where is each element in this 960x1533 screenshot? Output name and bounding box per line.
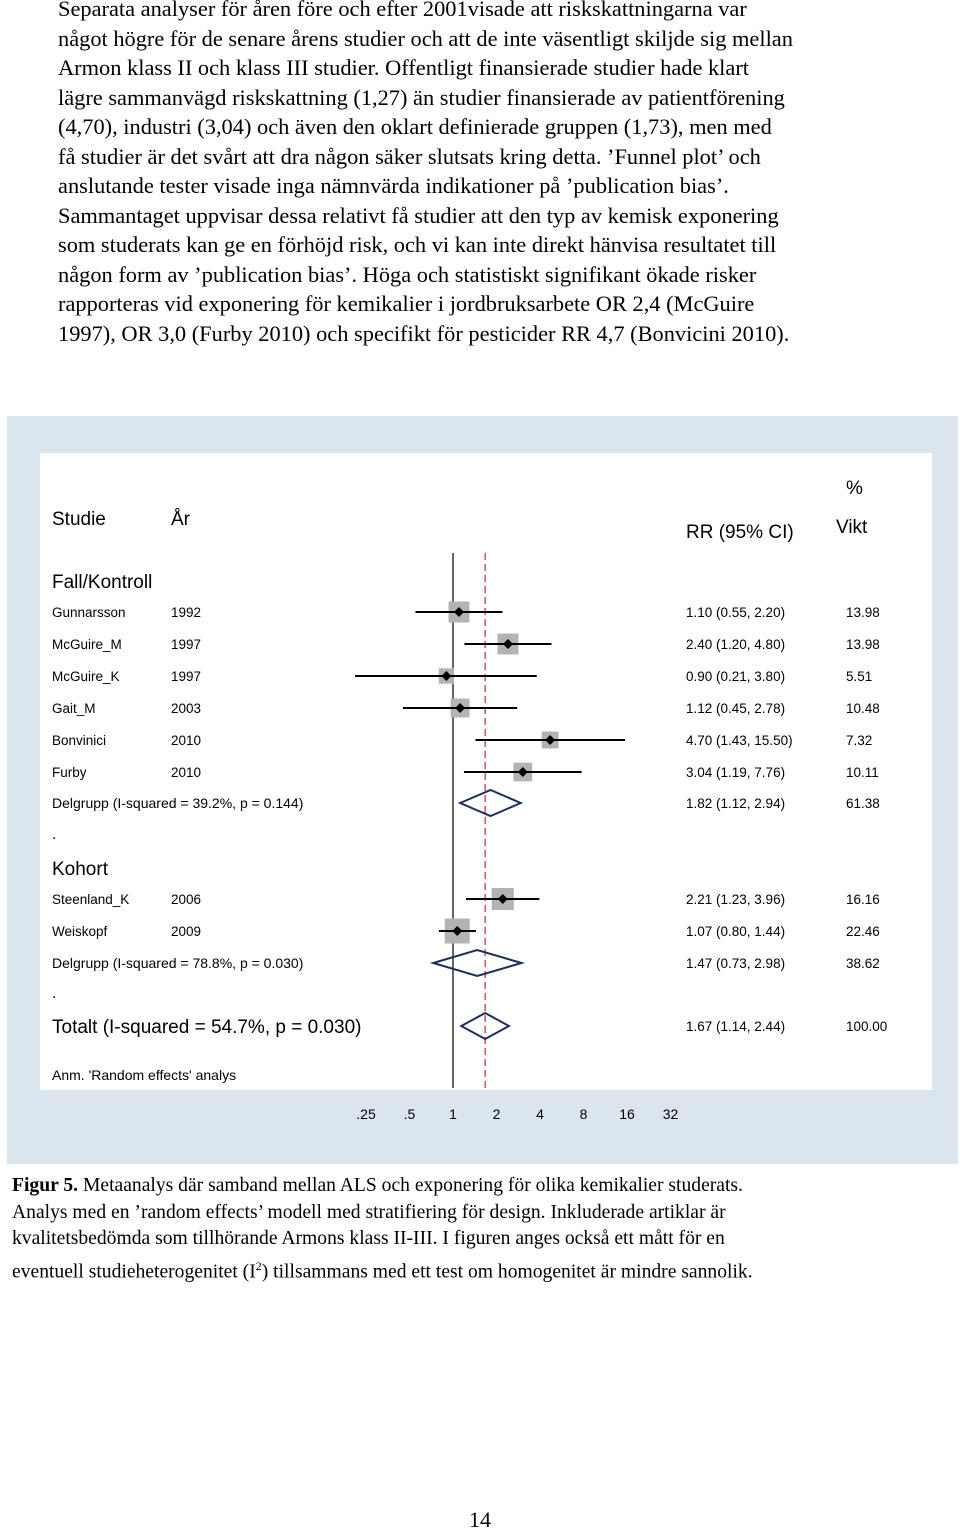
header-percent: % bbox=[846, 478, 863, 499]
study-rr-label: 4.70 (1.43, 15.50) bbox=[686, 733, 793, 748]
study-name-label: McGuire_K bbox=[52, 669, 120, 684]
body-text-line: något högre för de senare årens studier … bbox=[58, 25, 793, 51]
x-tick-label: 1 bbox=[449, 1106, 457, 1122]
study-name-label: Gunnarsson bbox=[52, 605, 126, 620]
subtotal-label: Delgrupp (I-squared = 39.2%, p = 0.144) bbox=[52, 795, 303, 811]
body-text-line: 1997), OR 3,0 (Furby 2010) och specifikt… bbox=[58, 320, 790, 346]
body-text-line: någon form av ’publication bias’. Höga o… bbox=[58, 261, 757, 287]
header-weight: Vikt bbox=[836, 517, 868, 538]
study-year-label: 2010 bbox=[171, 765, 201, 780]
study-point-estimate bbox=[455, 703, 466, 713]
total-weight-label: 100.00 bbox=[846, 1019, 887, 1034]
subtotal-rr-label: 1.47 (0.73, 2.98) bbox=[686, 956, 785, 971]
caption-superscript: 2 bbox=[255, 1258, 262, 1273]
study-weight-label: 13.98 bbox=[846, 637, 880, 652]
total-label: Totalt (I-squared = 54.7%, p = 0.030) bbox=[52, 1017, 361, 1038]
x-tick-label: 8 bbox=[580, 1106, 588, 1122]
study-rr-label: 3.04 (1.19, 7.76) bbox=[686, 765, 785, 780]
study-year-label: 1997 bbox=[171, 669, 201, 684]
study-point-estimate bbox=[517, 767, 528, 777]
body-text-line: (4,70), industri (3,04) och även den okl… bbox=[58, 114, 772, 139]
body-text: Separata analyser för åren före och efte… bbox=[58, 0, 938, 348]
page-number: 14 bbox=[469, 1507, 491, 1532]
separator-dot: . bbox=[52, 985, 56, 1002]
study-point-estimate bbox=[545, 735, 556, 745]
study-year-label: 2006 bbox=[171, 892, 201, 907]
x-tick-label: 4 bbox=[536, 1106, 544, 1122]
study-name-label: Gait_M bbox=[52, 701, 96, 716]
study-point-estimate bbox=[502, 639, 513, 649]
x-tick-label: 16 bbox=[619, 1106, 635, 1122]
header-rr: RR (95% CI) bbox=[686, 522, 794, 543]
study-year-label: 2003 bbox=[171, 701, 201, 716]
body-text-line: rapporteras vid exponering för kemikalie… bbox=[58, 291, 755, 316]
group-header-label: Kohort bbox=[52, 859, 109, 880]
figure-caption: Figur 5. Metaanalys där samband mellan A… bbox=[12, 1173, 952, 1286]
study-year-label: 2009 bbox=[171, 924, 201, 939]
study-rr-label: 1.07 (0.80, 1.44) bbox=[686, 924, 785, 939]
body-text-line: som studerats kan ge en förhöjd risk, oc… bbox=[58, 232, 777, 257]
study-weight-label: 22.46 bbox=[846, 924, 880, 939]
study-name-label: McGuire_M bbox=[52, 637, 122, 652]
study-year-label: 1992 bbox=[171, 605, 201, 620]
study-point-estimate bbox=[453, 607, 464, 617]
study-rr-label: 0.90 (0.21, 3.80) bbox=[686, 669, 785, 684]
subtotal-rr-label: 1.82 (1.12, 2.94) bbox=[686, 796, 785, 811]
study-year-label: 2010 bbox=[171, 733, 201, 748]
figure-note: Anm. 'Random effects' analys bbox=[52, 1067, 236, 1083]
subtotal-diamond bbox=[457, 788, 524, 818]
body-text-line: anslutande tester visade inga nämnvärda … bbox=[58, 173, 729, 198]
caption-line: Figur 5. Metaanalys där samband mellan A… bbox=[12, 1173, 952, 1200]
group-header-label: Fall/Kontroll bbox=[52, 572, 152, 593]
x-tick-label: .5 bbox=[404, 1106, 416, 1122]
header-study: Studie bbox=[52, 509, 106, 530]
subtotal-diamond bbox=[429, 948, 526, 978]
study-weight-label: 10.11 bbox=[846, 765, 879, 780]
study-point-estimate bbox=[497, 894, 508, 904]
caption-text: ) tillsammans med ett test om homogenite… bbox=[261, 1261, 753, 1283]
x-tick-label: 32 bbox=[663, 1106, 679, 1122]
caption-label: Figur 5. bbox=[12, 1175, 79, 1196]
body-text-line: Sammantaget uppvisar dessa relativt få s… bbox=[58, 202, 779, 228]
caption-text: Metaanalys där samband mellan ALS och ex… bbox=[78, 1175, 743, 1196]
study-point-estimate bbox=[452, 926, 463, 936]
body-text-line: lägre sammanvägd riskskattning (1,27) än… bbox=[58, 84, 785, 110]
study-rr-label: 2.21 (1.23, 3.96) bbox=[686, 892, 785, 907]
study-point-estimate bbox=[441, 671, 452, 681]
study-name-label: Bonvinici bbox=[52, 733, 106, 748]
study-weight-label: 7.32 bbox=[846, 733, 872, 748]
study-rr-label: 2.40 (1.20, 4.80) bbox=[686, 637, 785, 652]
x-tick-label: .25 bbox=[356, 1106, 376, 1122]
study-rr-label: 1.10 (0.55, 2.20) bbox=[686, 605, 785, 620]
study-name-label: Furby bbox=[52, 765, 87, 780]
separator-dot: . bbox=[52, 826, 56, 843]
study-weight-label: 13.98 bbox=[846, 605, 880, 620]
caption-line: Analys med en ’random effects’ modell me… bbox=[12, 1201, 726, 1223]
study-weight-label: 16.16 bbox=[846, 892, 880, 907]
caption-text: eventuell studieheterogenitet (I bbox=[12, 1261, 256, 1283]
caption-line: kvalitetsbedömda som tillhörande Armons … bbox=[12, 1228, 725, 1249]
body-text-line: Armon klass II och klass III studier. Of… bbox=[58, 55, 750, 80]
x-tick-label: 2 bbox=[493, 1106, 501, 1122]
subtotal-label: Delgrupp (I-squared = 78.8%, p = 0.030) bbox=[52, 955, 303, 971]
body-text-line: Separata analyser för åren före och efte… bbox=[58, 0, 747, 21]
subtotal-weight-label: 38.62 bbox=[846, 956, 880, 971]
caption-line: eventuell studieheterogenitet (I2) tills… bbox=[12, 1253, 952, 1286]
body-text-line: få studier är det svårt att dra någon sä… bbox=[58, 143, 761, 169]
header-year: År bbox=[171, 509, 191, 530]
total-rr-label: 1.67 (1.14, 2.44) bbox=[686, 1019, 785, 1034]
total-diamond bbox=[459, 1011, 512, 1041]
study-weight-label: 5.51 bbox=[846, 669, 872, 684]
study-rr-label: 1.12 (0.45, 2.78) bbox=[686, 701, 785, 716]
study-name-label: Steenland_K bbox=[52, 892, 129, 907]
study-year-label: 1997 bbox=[171, 637, 201, 652]
subtotal-weight-label: 61.38 bbox=[846, 796, 880, 811]
study-weight-label: 10.48 bbox=[846, 701, 880, 716]
study-name-label: Weiskopf bbox=[52, 924, 108, 939]
